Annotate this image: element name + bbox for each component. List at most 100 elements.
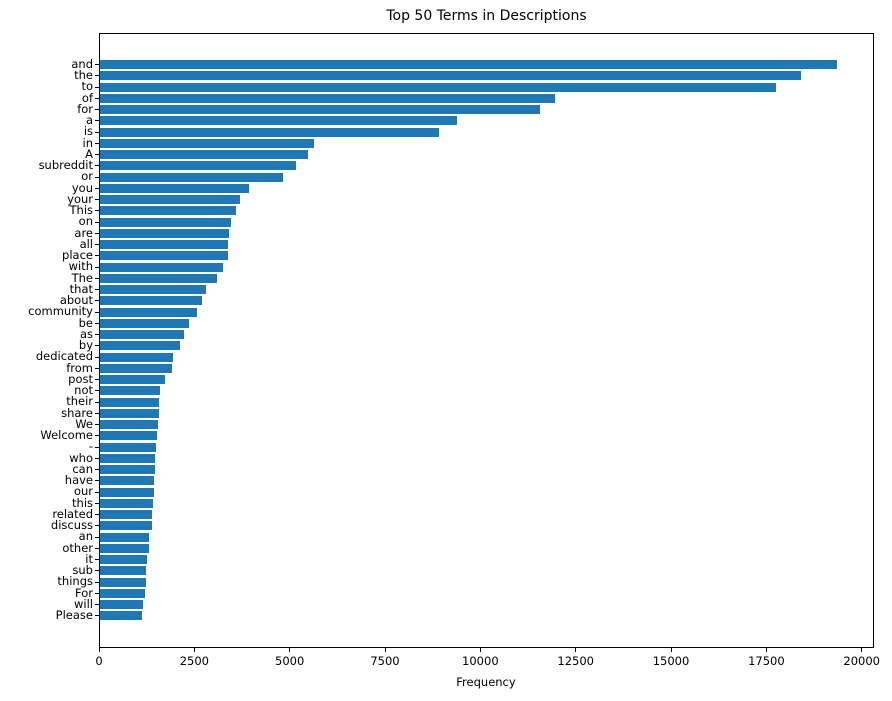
x-tick-label: 10000 xyxy=(462,654,499,668)
y-tick-mark xyxy=(95,514,99,515)
y-tick-mark xyxy=(95,210,99,212)
y-tick-mark xyxy=(95,75,99,77)
y-tick-mark xyxy=(95,142,99,144)
bar xyxy=(100,532,149,542)
x-tick-mark xyxy=(670,648,672,652)
y-tick-label: things xyxy=(57,574,93,589)
y-tick-label: as xyxy=(79,326,93,341)
x-tick-mark xyxy=(193,648,195,652)
bar xyxy=(100,93,555,103)
y-tick-label: a xyxy=(85,113,93,128)
y-tick-label: place xyxy=(62,248,93,263)
y-tick-mark xyxy=(95,412,99,414)
y-tick-mark xyxy=(95,525,99,527)
x-tick-mark xyxy=(479,648,481,652)
y-tick-mark xyxy=(95,154,99,155)
y-tick-label: that xyxy=(69,281,93,296)
bar xyxy=(100,307,197,317)
y-tick-label: by xyxy=(78,338,93,353)
y-tick-label: the xyxy=(74,68,93,83)
y-tick-mark xyxy=(95,547,99,549)
bar xyxy=(100,442,156,452)
y-tick-mark xyxy=(95,86,99,88)
x-tick-label: 7500 xyxy=(370,654,400,668)
bar xyxy=(100,352,173,362)
bar xyxy=(100,172,283,182)
y-tick-mark xyxy=(95,266,99,268)
y-tick-mark xyxy=(95,334,99,335)
y-tick-mark xyxy=(95,435,99,437)
y-tick-label: A xyxy=(85,146,93,161)
y-tick-mark xyxy=(95,390,99,392)
x-tick-mark xyxy=(384,648,386,652)
x-tick-label: 5000 xyxy=(275,654,305,668)
y-tick-mark xyxy=(95,457,99,459)
y-tick-label: on xyxy=(78,214,93,229)
bar xyxy=(100,273,217,283)
bar xyxy=(100,105,540,114)
y-tick-label: it xyxy=(85,551,93,566)
bar xyxy=(100,330,184,339)
bar xyxy=(100,521,152,531)
x-tick-mark xyxy=(289,648,291,652)
y-tick-label: be xyxy=(78,315,93,330)
y-tick-mark xyxy=(95,345,99,347)
y-tick-mark xyxy=(95,176,99,178)
y-tick-label: subreddit xyxy=(38,158,93,173)
y-tick-label: of xyxy=(81,90,93,105)
y-tick-mark xyxy=(95,536,99,538)
y-tick-mark xyxy=(95,187,99,189)
y-tick-label: Welcome xyxy=(40,428,93,443)
bar xyxy=(100,341,180,351)
y-tick-mark xyxy=(95,480,99,482)
y-tick-label: have xyxy=(64,473,93,488)
x-tick-label: 17500 xyxy=(748,654,785,668)
bar xyxy=(100,262,223,272)
y-tick-mark xyxy=(95,322,99,324)
bar xyxy=(100,566,146,576)
y-tick-label: This xyxy=(69,203,94,218)
bar xyxy=(100,127,439,137)
x-axis-label: Frequency xyxy=(456,675,516,689)
y-tick-mark xyxy=(95,244,99,245)
bar xyxy=(100,577,146,587)
bar xyxy=(100,228,229,238)
y-tick-label: can xyxy=(72,461,93,476)
y-tick-mark xyxy=(95,255,99,257)
y-tick-mark xyxy=(95,289,99,290)
bar xyxy=(100,397,159,407)
y-tick-label: is xyxy=(83,124,93,139)
bar xyxy=(100,363,172,373)
y-tick-label: you xyxy=(71,180,93,195)
bar xyxy=(100,555,147,564)
y-tick-label: about xyxy=(59,293,93,308)
y-tick-mark xyxy=(95,356,99,358)
bar xyxy=(100,600,143,609)
bar xyxy=(100,116,457,126)
x-tick-label: 2500 xyxy=(179,654,209,668)
y-tick-mark xyxy=(95,165,99,167)
bar xyxy=(100,543,149,553)
y-tick-label: discuss xyxy=(50,518,93,533)
y-tick-label: from xyxy=(66,360,93,375)
y-tick-mark xyxy=(95,277,99,279)
y-tick-label: to xyxy=(81,79,93,94)
y-tick-mark xyxy=(95,131,99,133)
y-tick-mark xyxy=(95,311,99,313)
bar xyxy=(100,386,160,396)
bar xyxy=(100,588,145,598)
chart-title: Top 50 Terms in Descriptions xyxy=(386,8,587,24)
y-tick-mark xyxy=(95,109,99,110)
y-tick-label: your xyxy=(67,191,93,206)
y-tick-label: in xyxy=(82,135,93,150)
y-tick-mark xyxy=(95,379,99,380)
y-tick-label: all xyxy=(79,236,93,251)
y-tick-mark xyxy=(95,615,99,617)
bar xyxy=(100,183,249,193)
bar xyxy=(100,465,155,474)
y-tick-label: other xyxy=(62,540,93,555)
bar xyxy=(100,217,231,227)
y-tick-mark xyxy=(95,469,99,470)
plot-area xyxy=(99,33,874,648)
